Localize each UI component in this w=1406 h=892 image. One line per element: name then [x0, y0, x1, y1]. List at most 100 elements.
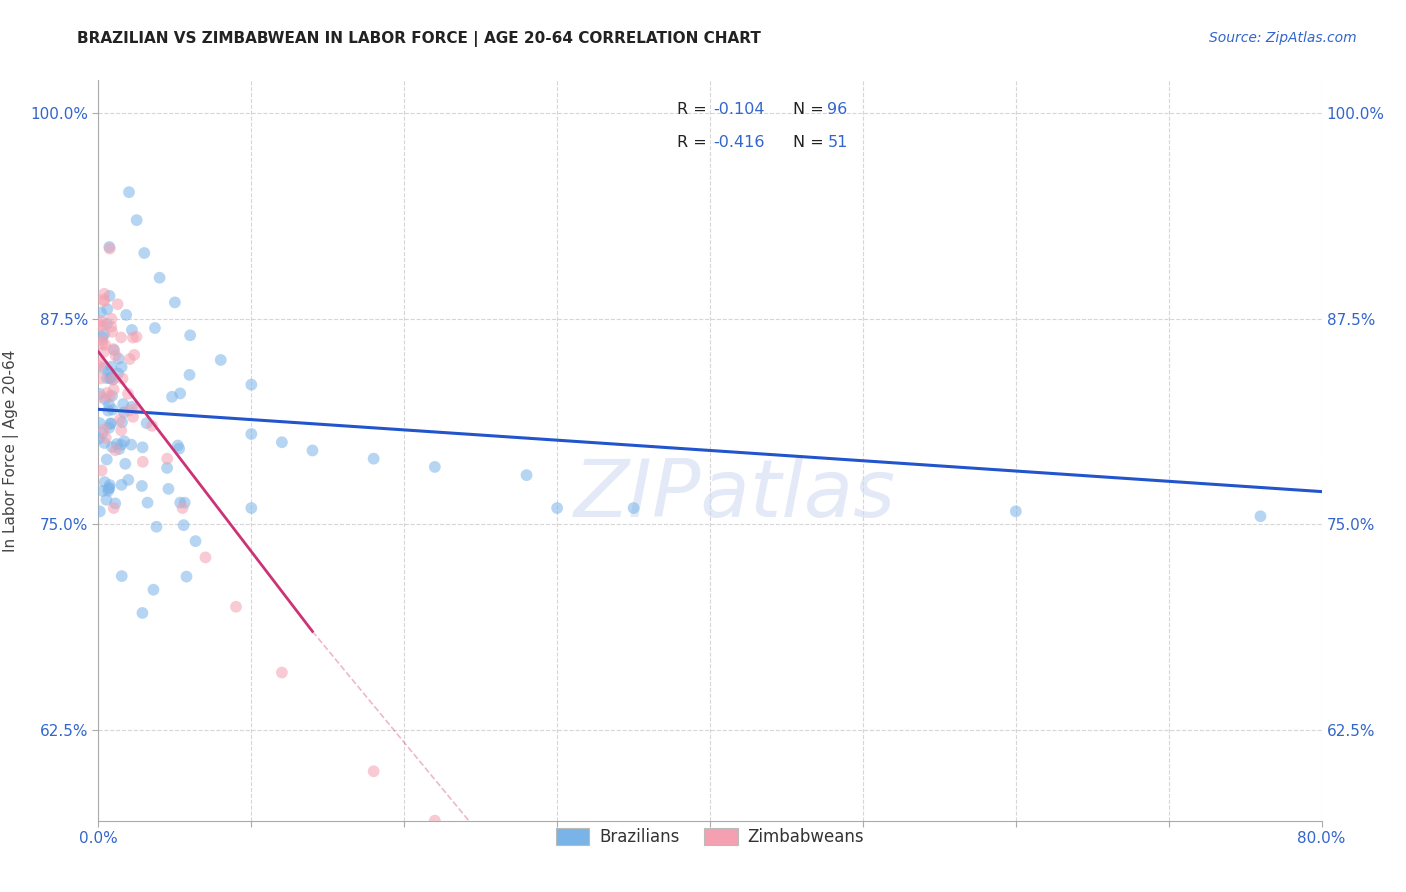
Point [225, 599, 247, 614]
Point [91, 318, 114, 333]
Point [132, 455, 155, 469]
Point [93, 294, 115, 309]
Point [97, 483, 120, 498]
Text: N =: N = [793, 103, 830, 118]
Point [96, 371, 118, 385]
Text: -0.104: -0.104 [714, 103, 765, 118]
Point [107, 297, 129, 311]
Point [110, 438, 132, 452]
Text: BRAZILIAN VS ZIMBABWEAN IN LABOR FORCE | AGE 20-64 CORRELATION CHART: BRAZILIAN VS ZIMBABWEAN IN LABOR FORCE |… [77, 31, 761, 47]
Text: R =: R = [678, 135, 711, 150]
Point [110, 478, 132, 492]
Text: ZIPatlas: ZIPatlas [574, 456, 896, 534]
Point [141, 418, 163, 433]
Point [94, 392, 117, 407]
Point [157, 482, 180, 496]
Point [98, 481, 121, 495]
Point [179, 328, 201, 343]
Point [423, 459, 446, 474]
Point [101, 373, 124, 387]
Point [87, 432, 110, 446]
Point [89, 416, 111, 430]
Point [270, 665, 292, 680]
Point [122, 409, 145, 424]
Point [121, 400, 143, 414]
Point [149, 270, 172, 285]
Point [91, 330, 114, 344]
Point [97, 364, 120, 378]
Point [136, 495, 159, 509]
Point [101, 325, 124, 339]
Point [240, 427, 263, 442]
Point [120, 438, 142, 452]
Point [101, 389, 124, 403]
Point [90, 371, 112, 385]
Point [173, 518, 195, 533]
Point [105, 437, 128, 451]
Point [240, 377, 263, 392]
Point [91, 337, 114, 351]
Point [96, 302, 118, 317]
Point [100, 319, 122, 334]
Point [90, 305, 112, 319]
Point [98, 389, 121, 403]
Point [91, 361, 114, 376]
Point [209, 353, 232, 368]
Text: N =: N = [793, 135, 830, 150]
Point [98, 417, 121, 431]
Point [172, 501, 194, 516]
Point [93, 286, 115, 301]
Point [160, 390, 183, 404]
Point [101, 402, 124, 417]
Point [100, 359, 122, 374]
Point [194, 550, 217, 565]
Point [114, 457, 136, 471]
Point [96, 317, 118, 331]
Point [166, 438, 188, 452]
Point [1004, 504, 1026, 518]
Point [98, 371, 121, 385]
Point [93, 327, 115, 342]
Point [108, 442, 131, 456]
Point [90, 314, 112, 328]
Point [134, 246, 156, 260]
Point [546, 501, 568, 516]
Point [98, 421, 121, 435]
Point [112, 397, 135, 411]
Point [93, 475, 115, 489]
Point [111, 371, 134, 385]
Point [108, 412, 131, 426]
Point [363, 451, 385, 466]
Point [103, 501, 125, 516]
Point [142, 582, 165, 597]
Point [110, 330, 132, 344]
Point [101, 440, 124, 454]
Point [118, 185, 141, 199]
Text: Source: ZipAtlas.com: Source: ZipAtlas.com [1209, 31, 1357, 45]
Point [101, 372, 124, 386]
Point [93, 422, 115, 436]
Point [103, 342, 125, 356]
Point [131, 606, 153, 620]
Point [103, 343, 125, 357]
Point [93, 293, 115, 307]
Point [100, 417, 122, 431]
Point [94, 338, 117, 352]
Point [90, 390, 112, 404]
Point [89, 318, 111, 333]
Point [107, 351, 129, 366]
Point [363, 764, 385, 779]
Point [96, 386, 118, 401]
Point [270, 435, 292, 450]
Point [98, 289, 121, 303]
Point [107, 367, 129, 381]
Point [145, 520, 167, 534]
Point [100, 370, 122, 384]
Point [135, 416, 157, 430]
Point [156, 451, 179, 466]
Point [117, 473, 139, 487]
Point [173, 496, 195, 510]
Point [89, 504, 111, 518]
Point [93, 436, 115, 450]
Point [112, 434, 135, 449]
